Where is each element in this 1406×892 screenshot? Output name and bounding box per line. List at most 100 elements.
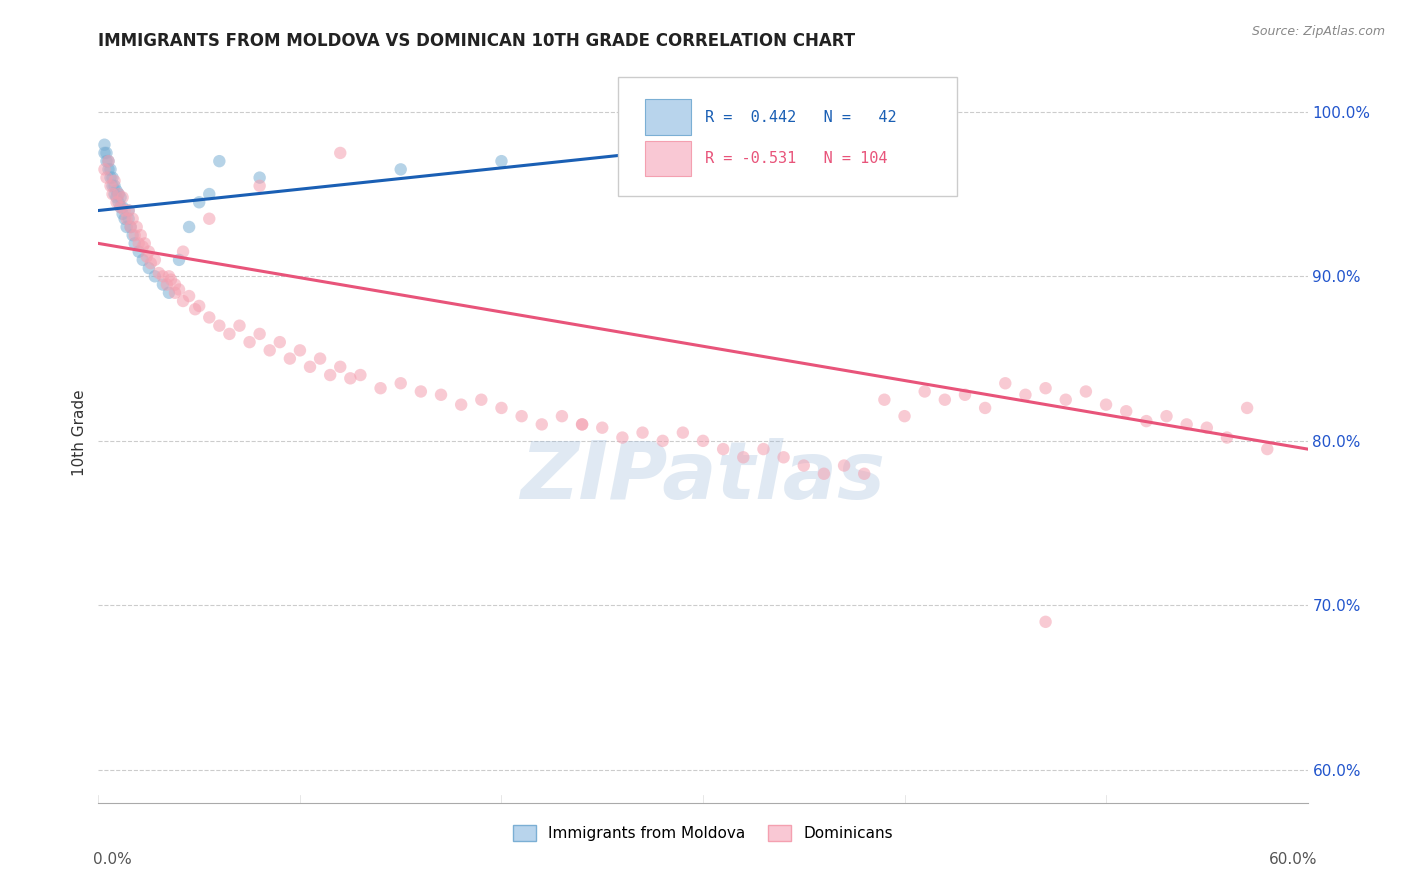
Point [107,187,129,202]
Text: 0.0%: 0.0% [93,852,132,867]
Point [163,285,186,300]
Point [188,195,211,210]
Point [152,269,174,284]
Point [793,458,815,473]
Bar [645,141,690,177]
Point [163,277,186,292]
Point [319,368,342,382]
Point [631,425,654,440]
Point [208,318,231,333]
Point [111,207,134,221]
Point [93,162,115,177]
Point [97,154,120,169]
Point [1115,404,1137,418]
Point [349,368,371,382]
Point [120,219,142,234]
Point [93,137,115,152]
Point [111,190,134,204]
Point [118,211,141,226]
Point [172,244,194,259]
Point [96,154,118,169]
Text: ZIPatlas: ZIPatlas [520,438,886,516]
Point [128,236,150,251]
Point [167,252,190,267]
Point [115,211,138,226]
Point [631,145,654,160]
Text: IMMIGRANTS FROM MOLDOVA VS DOMINICAN 10TH GRADE CORRELATION CHART: IMMIGRANTS FROM MOLDOVA VS DOMINICAN 10T… [98,32,855,50]
Point [167,283,190,297]
Point [97,154,120,169]
Point [107,195,129,210]
Point [103,174,125,188]
Point [129,228,152,243]
Point [339,371,361,385]
Legend: Immigrants from Moldova, Dominicans: Immigrants from Moldova, Dominicans [506,819,900,847]
Point [135,250,157,264]
Point [491,401,513,415]
Point [96,145,118,160]
Point [370,381,392,395]
Point [389,376,412,391]
Point [491,154,513,169]
Point [132,252,155,267]
Point [269,335,291,350]
Point [110,200,132,214]
Point [172,293,194,308]
Point [208,154,231,169]
Point [125,219,148,234]
Point [103,178,125,193]
Point [1054,392,1077,407]
Point [752,442,775,456]
Point [143,252,166,267]
Point [198,310,221,325]
Point [510,409,533,424]
Point [105,184,128,198]
Point [1216,431,1239,445]
Text: R =  0.442   N =   42: R = 0.442 N = 42 [706,110,897,125]
Point [110,190,132,204]
Point [105,195,128,210]
Point [96,170,118,185]
Point [179,289,201,303]
Point [249,170,271,185]
Point [101,178,124,193]
Point [152,277,174,292]
Point [329,145,352,160]
Point [1175,417,1198,432]
Point [110,200,132,214]
Point [218,326,240,341]
Point [430,388,453,402]
Point [111,200,134,214]
Point [1236,401,1258,415]
Point [672,425,695,440]
Point [813,467,835,481]
Point [651,434,673,448]
Point [121,211,143,226]
Point [329,359,352,374]
Point [156,277,179,292]
Point [97,162,120,177]
Point [571,417,593,432]
Point [138,261,160,276]
Point [409,384,432,399]
Point [1095,398,1118,412]
Text: Source: ZipAtlas.com: Source: ZipAtlas.com [1251,25,1385,38]
Point [101,170,124,185]
Point [121,228,143,243]
Point [873,392,896,407]
Point [934,392,956,407]
Point [1156,409,1178,424]
Point [128,244,150,259]
Point [772,450,794,465]
Point [278,351,301,366]
Point [100,170,122,185]
Point [259,343,281,358]
Point [118,203,141,218]
Y-axis label: 10th Grade: 10th Grade [72,389,87,476]
Point [132,240,155,254]
Point [100,162,122,177]
Point [157,285,180,300]
Point [1135,414,1157,428]
Point [124,228,146,243]
Point [239,335,262,350]
